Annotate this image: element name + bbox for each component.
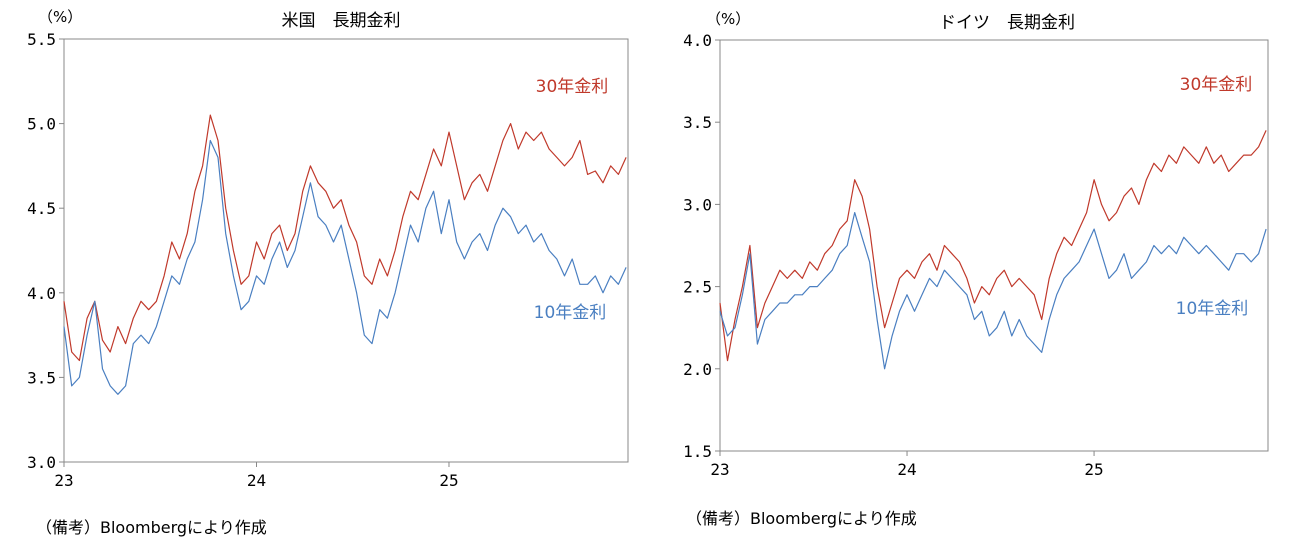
de-y-tick-label: 4.0 bbox=[683, 31, 712, 50]
de-unit-label: （%） bbox=[706, 10, 750, 28]
de-series-line-10y bbox=[719, 212, 1267, 370]
de-x-tick-label: 23 bbox=[710, 460, 729, 479]
de-chart-title: ドイツ 長期金利 bbox=[939, 13, 1075, 33]
source-note-right: （備考）Bloombergにより作成 bbox=[686, 509, 917, 528]
us-y-tick-label: 4.5 bbox=[27, 199, 56, 218]
de-y-tick-label: 3.0 bbox=[683, 195, 712, 214]
us-x-tick-label: 24 bbox=[247, 471, 266, 490]
de-series-label-10y: 10年金利 bbox=[1176, 299, 1249, 319]
us-series-line-30y bbox=[63, 114, 627, 362]
us-series-label-30y: 30年金利 bbox=[536, 77, 609, 97]
us-series-line-10y bbox=[63, 139, 627, 395]
us-plot-frame bbox=[63, 38, 629, 463]
us-x-tick-label: 23 bbox=[54, 471, 73, 490]
us-y-tick-label: 5.5 bbox=[27, 30, 56, 49]
us-y-tick-label: 4.0 bbox=[27, 284, 56, 303]
us-x-tick-label: 25 bbox=[439, 471, 458, 490]
us-series-label-10y: 10年金利 bbox=[534, 303, 607, 323]
de-y-tick-label: 2.5 bbox=[683, 278, 712, 297]
source-note-left: （備考）Bloombergにより作成 bbox=[36, 518, 267, 537]
us-chart-title: 米国 長期金利 bbox=[282, 11, 401, 31]
de-y-tick-label: 3.5 bbox=[683, 113, 712, 132]
de-y-tick-label: 2.0 bbox=[683, 360, 712, 379]
de-x-tick-label: 25 bbox=[1084, 460, 1103, 479]
de-y-tick-label: 1.5 bbox=[683, 442, 712, 461]
de-x-tick-label: 24 bbox=[897, 460, 916, 479]
de-series-line-30y bbox=[719, 130, 1267, 362]
us-y-tick-label: 3.5 bbox=[27, 368, 56, 387]
us-y-tick-label: 5.0 bbox=[27, 115, 56, 134]
us-y-tick-label: 3.0 bbox=[27, 453, 56, 472]
de-plot-frame bbox=[719, 39, 1269, 452]
de-series-label-30y: 30年金利 bbox=[1180, 75, 1253, 95]
us-unit-label: （%） bbox=[38, 8, 82, 26]
